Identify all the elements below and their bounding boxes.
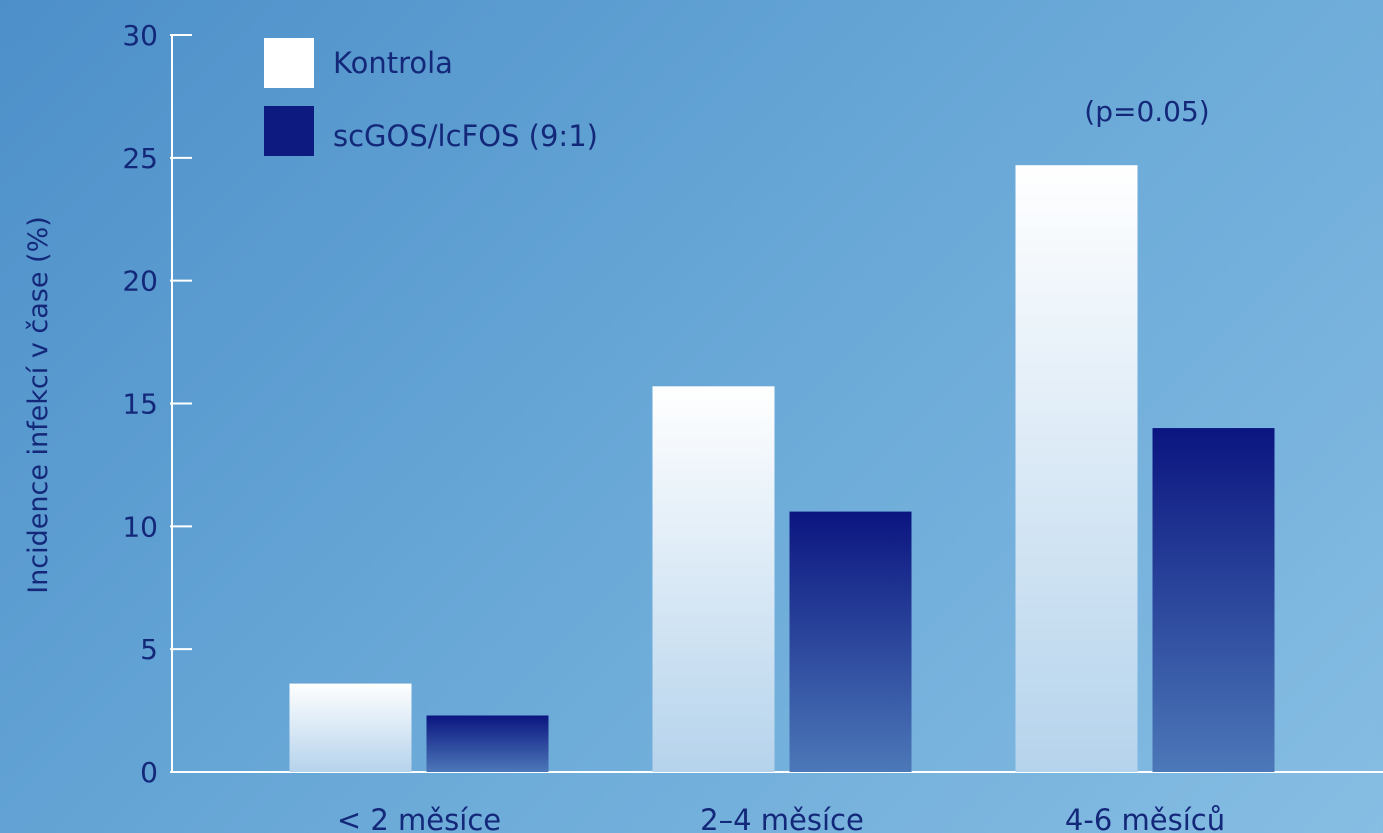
- bar-scgos-0: [426, 715, 549, 772]
- y-axis-label: Incidence infekcí v čase (%): [23, 216, 54, 594]
- y-tick-label-0: 0: [140, 756, 158, 789]
- y-tick-label-5: 5: [140, 633, 158, 666]
- y-tick-label-20: 20: [122, 265, 158, 298]
- y-tick-label-15: 15: [122, 388, 158, 421]
- legend-swatch-kontrola: [264, 38, 314, 88]
- bar-kontrola-2: [1015, 165, 1138, 772]
- annotation-p-value: (p=0.05): [1084, 95, 1209, 128]
- y-tick-label-10: 10: [122, 510, 158, 543]
- legend-swatch-scgos: [264, 106, 314, 156]
- x-tick-label-0: < 2 měsíce: [337, 803, 501, 833]
- x-tick-label-2: 4-6 měsíců: [1065, 803, 1225, 833]
- x-tick-label-1: 2–4 měsíce: [700, 803, 864, 833]
- bar-scgos-2: [1152, 428, 1275, 772]
- bar-scgos-1: [789, 511, 912, 772]
- y-tick-label-25: 25: [122, 142, 158, 175]
- bar-kontrola-0: [289, 683, 412, 772]
- y-tick-label-30: 30: [122, 19, 158, 52]
- legend: Kontrola scGOS/lcFOS (9:1): [264, 38, 598, 156]
- legend-label-scgos: scGOS/lcFOS (9:1): [333, 119, 598, 153]
- legend-label-kontrola: Kontrola: [333, 46, 453, 80]
- bar-kontrola-1: [652, 386, 775, 772]
